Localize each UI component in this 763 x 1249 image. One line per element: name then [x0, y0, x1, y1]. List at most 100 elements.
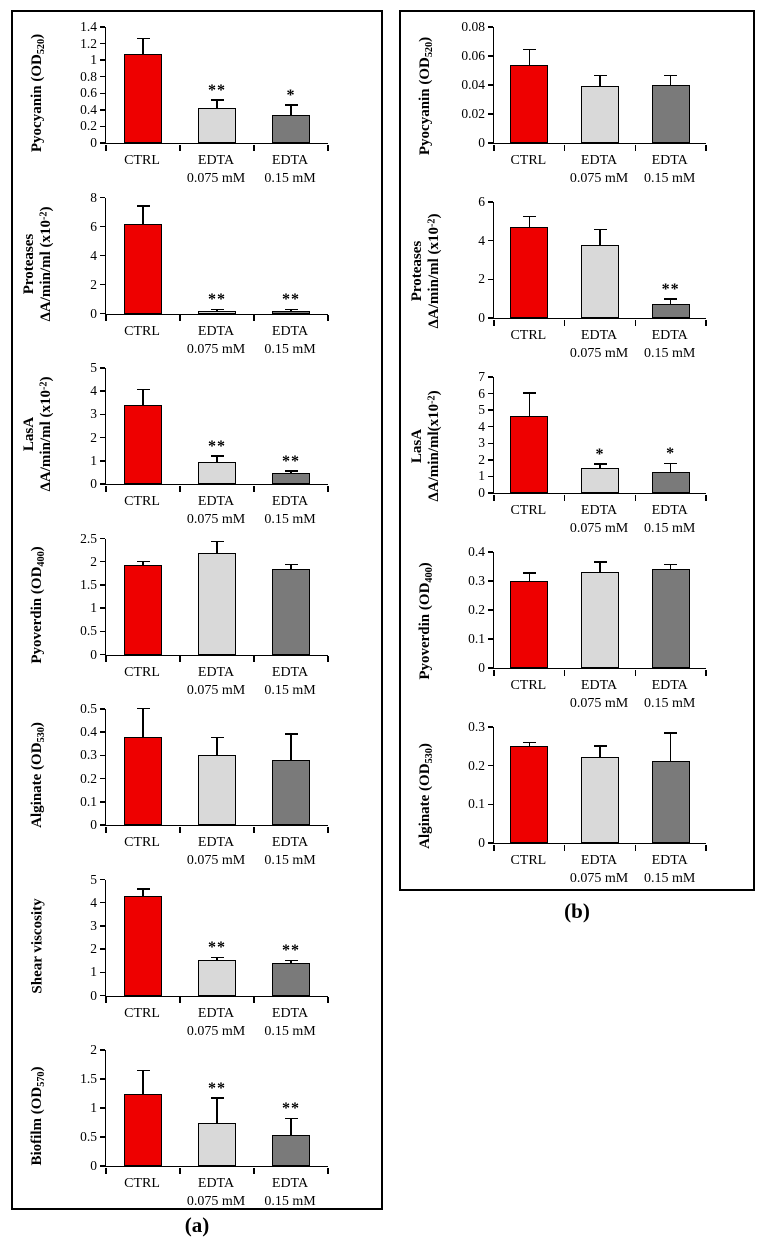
- x-tick-mark: [563, 844, 566, 851]
- error-bar-cap: [136, 205, 150, 207]
- error-bar: [599, 76, 601, 87]
- x-category-label: CTRL: [510, 503, 547, 518]
- x-tick-mark: [493, 494, 495, 501]
- significance-marker: **: [208, 939, 226, 957]
- significance-marker: **: [208, 291, 226, 309]
- x-category-label: EDTA 0.15 mM: [644, 328, 696, 362]
- bar-ctrl: [510, 745, 549, 843]
- y-tick-label: 0.3: [468, 719, 485, 734]
- x-tick-mark: [493, 844, 495, 851]
- error-bar: [142, 390, 144, 406]
- y-tick-label: 2: [90, 276, 97, 292]
- y-tick-mark: [488, 492, 493, 494]
- x-tick-mark: [253, 315, 255, 321]
- bar-edta-0075: [198, 108, 236, 143]
- y-tick-mark: [100, 584, 105, 586]
- x-tick-mark: [493, 319, 495, 326]
- error-bar-cap: [522, 215, 536, 218]
- error-bar-cap: [136, 707, 150, 709]
- x-category-label: CTRL: [510, 678, 547, 693]
- error-bar: [142, 1071, 144, 1094]
- x-tick-mark: [705, 494, 707, 501]
- error-bar: [142, 889, 144, 897]
- y-tick-label: 6: [90, 218, 97, 234]
- x-tick-mark: [105, 315, 107, 321]
- y-tick-mark: [100, 312, 105, 315]
- chart-b-lasa: LasA ΔA/min/ml(x10-2) * * 0 1 2 3 4 5 6 7 CTRL EDTA 0.…: [401, 365, 753, 540]
- x-tick-mark: [563, 669, 566, 676]
- y-tick-label: 6: [478, 385, 485, 401]
- y-tick-label: 0.6: [80, 85, 97, 101]
- y-tick-label: 0.8: [80, 68, 97, 84]
- error-bar-cap: [210, 308, 224, 311]
- y-tick-label: 1: [90, 52, 97, 68]
- x-category-label: EDTA 0.075 mM: [186, 835, 246, 869]
- plot-area: [105, 538, 329, 662]
- y-tick-mark: [100, 109, 105, 111]
- bar-ctrl: [124, 405, 162, 484]
- x-axis-labels: CTRL EDTA 0.075 mM EDTA 0.15 mM: [493, 852, 705, 888]
- chart-a-pyocyanin: Pyocyanin (OD520) ** * 0 0.2 0.4 0.6 0.8 1 1.2 1.4…: [13, 15, 381, 186]
- significance-marker: **: [208, 1079, 226, 1097]
- y-tick-label: 0.5: [80, 1129, 97, 1144]
- y-tick-label: 0.1: [80, 793, 97, 809]
- y-tick-mark: [488, 55, 493, 57]
- x-tick-mark: [105, 826, 107, 833]
- y-tick-mark: [100, 367, 105, 369]
- y-tick-mark: [488, 84, 493, 86]
- y-tick-mark: [100, 1049, 105, 1051]
- y-tick-mark: [100, 75, 105, 78]
- x-category-label: EDTA 0.15 mM: [264, 1176, 316, 1210]
- error-bar: [290, 105, 292, 115]
- y-tick-mark: [100, 283, 105, 286]
- y-axis-label: Pyoverdin (OD400): [416, 561, 435, 680]
- x-tick-mark: [105, 144, 107, 151]
- x-tick-mark: [705, 844, 707, 851]
- y-tick-mark: [488, 278, 493, 281]
- y-tick-label: 4: [90, 383, 97, 399]
- y-tick-label: 0.5: [80, 701, 97, 716]
- error-bar-cap: [593, 463, 607, 465]
- error-bar: [290, 1119, 292, 1136]
- y-axis-label: Alginate (OD530): [28, 722, 47, 829]
- error-bar: [528, 217, 531, 228]
- x-category-label: EDTA 0.075 mM: [569, 328, 629, 362]
- bar-ctrl: [510, 581, 549, 668]
- error-bar: [599, 230, 601, 245]
- error-bar: [669, 76, 672, 85]
- y-tick-label: 0: [478, 660, 485, 675]
- chart-a-lasa: LasA ΔA/min/ml (x10-2) ** ** 0 1 2 3 4 5 CTRL EDTA 0…: [13, 356, 381, 527]
- x-axis-labels: CTRL EDTA 0.075 mM EDTA 0.15 mM: [105, 1005, 327, 1041]
- y-tick-mark: [100, 925, 105, 927]
- x-axis-labels: CTRL EDTA 0.075 mM EDTA 0.15 mM: [105, 1175, 327, 1211]
- y-tick-mark: [488, 425, 493, 428]
- x-category-label: EDTA 0.15 mM: [264, 323, 316, 357]
- error-bar-cap: [664, 298, 678, 300]
- x-tick-mark: [327, 826, 329, 833]
- y-tick-label: 1: [90, 964, 97, 980]
- x-axis-labels: CTRL EDTA 0.075 mM EDTA 0.15 mM: [493, 502, 705, 538]
- bar-ctrl: [124, 54, 162, 143]
- x-category-label: EDTA 0.075 mM: [186, 494, 246, 528]
- x-tick-mark: [563, 319, 566, 326]
- y-tick-mark: [100, 971, 105, 974]
- x-tick-mark: [563, 144, 566, 151]
- error-bar-cap: [210, 1097, 224, 1099]
- y-tick-mark: [488, 113, 493, 115]
- y-tick-label: 0.1: [468, 631, 485, 646]
- error-bar: [599, 562, 601, 573]
- x-tick-mark: [327, 315, 329, 321]
- y-tick-mark: [100, 630, 105, 633]
- error-bar: [599, 746, 601, 758]
- x-tick-mark: [327, 656, 329, 662]
- bar-ctrl: [124, 223, 162, 314]
- chart-a-biofilm: Biofilm (OD570) ** ** 0 0.5 1 1.5 2 CTRL EDTA 0.07…: [13, 1038, 381, 1209]
- error-bar-cap: [284, 308, 298, 311]
- plot-area: ** **: [105, 1050, 329, 1174]
- x-category-label: EDTA 0.075 mM: [186, 323, 246, 357]
- y-tick-mark: [488, 317, 493, 319]
- bar-edta-015: [651, 85, 690, 143]
- chart-b-pyocyanin: Pyocyanin (OD520) 0 0.02 0.04 0.06 0.08 CTRL ED…: [401, 15, 753, 190]
- error-bar-cap: [522, 392, 536, 394]
- y-axis-label: LasA ΔA/min/ml (x10-2): [21, 376, 54, 492]
